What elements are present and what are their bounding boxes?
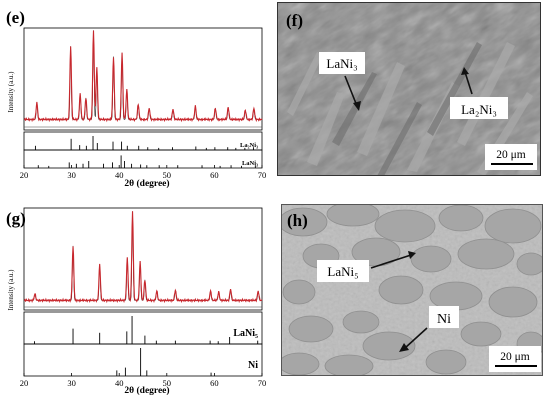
x-tick-label: 60	[210, 170, 219, 180]
xrd-panel-e: (e) Intensity (a.u.) 2θ (degree) La₂Ni₃ L…	[0, 0, 275, 190]
scale-bar-box	[485, 144, 537, 170]
x-tick-label: 30	[67, 170, 76, 180]
xrd-chart-g: (g) Intensity (a.u.) 2θ (degree) LaNi₅ Ni…	[6, 207, 267, 396]
x-tick-label: 20	[20, 378, 29, 388]
label-box	[317, 260, 369, 282]
phase-label-lani3: LaNi₃	[326, 56, 357, 71]
calculated-pattern	[24, 30, 262, 120]
label-box	[450, 97, 508, 119]
arrow-head	[353, 101, 361, 111]
pattern-frame	[23, 27, 263, 131]
label-box	[429, 306, 459, 328]
xrd-chart-e: (e) Intensity (a.u.) 2θ (degree) La₂Ni₃ L…	[6, 8, 267, 189]
x-tick-label: 70	[258, 378, 267, 388]
label-box	[319, 52, 365, 74]
arrow-head	[408, 251, 416, 259]
arrow-head	[399, 343, 409, 352]
arrow-head	[461, 67, 469, 75]
xrd-panel-g: (g) Intensity (a.u.) 2θ (degree) LaNi₅ Ni…	[0, 202, 275, 397]
panel-label: (h)	[287, 211, 308, 230]
micrograph-f: (f) LaNi₃ La₂Ni₃ 20 μm	[168, 0, 550, 316]
micrograph-panel-f: (f) LaNi₃ La₂Ni₃ 20 μm	[168, 0, 550, 316]
phase-label-lani5: LaNi₅	[327, 264, 358, 279]
y-axis-label: Intensity (a.u.)	[7, 71, 15, 113]
scale-bar-box	[489, 346, 541, 372]
x-tick-label: 30	[67, 378, 76, 388]
x-tick-label: 20	[20, 170, 29, 180]
observed-pattern	[23, 211, 263, 304]
x-tick-label: 50	[163, 170, 172, 180]
panel-label: (f)	[286, 11, 303, 30]
arrow-line	[344, 75, 358, 107]
reference-label: LaNi₃	[242, 160, 258, 167]
reference-frame	[23, 343, 263, 377]
calculated-pattern	[24, 211, 262, 301]
x-axis-label: 2θ (degree)	[124, 178, 169, 189]
x-tick-label: 50	[163, 378, 172, 388]
reference-label: LaNi₅	[233, 328, 258, 339]
micrograph-panel-h: (h) LaNi₅ Ni 20 μm	[278, 201, 546, 378]
reference-frame	[23, 311, 263, 345]
x-tick-label: 40	[115, 378, 124, 388]
arrow-line	[464, 71, 473, 95]
reference-label: La₂Ni₃	[240, 142, 258, 149]
arrow-line	[370, 254, 412, 269]
phase-label-la2ni3: La₂Ni₃	[461, 102, 497, 117]
scale-bar-label: 20 μm	[496, 149, 526, 161]
x-tick-label: 40	[115, 170, 124, 180]
observed-pattern	[23, 30, 263, 123]
reference-frame	[23, 149, 263, 169]
panel-label: (g)	[6, 209, 26, 228]
y-axis-label: Intensity (a.u.)	[7, 269, 15, 311]
x-tick-label: 60	[210, 378, 219, 388]
pattern-frame	[23, 207, 263, 311]
micrograph-h: (h) LaNi₅ Ni 20 μm	[278, 201, 546, 378]
phase-label-ni: Ni	[437, 312, 451, 327]
panel-label: (e)	[6, 8, 25, 27]
reference-label: Ni	[248, 360, 258, 371]
scale-bar-label: 20 μm	[500, 351, 530, 363]
reference-frame	[23, 131, 263, 151]
x-axis-label: 2θ (degree)	[124, 385, 169, 396]
x-tick-label: 70	[258, 170, 267, 180]
arrow-line	[404, 327, 428, 349]
